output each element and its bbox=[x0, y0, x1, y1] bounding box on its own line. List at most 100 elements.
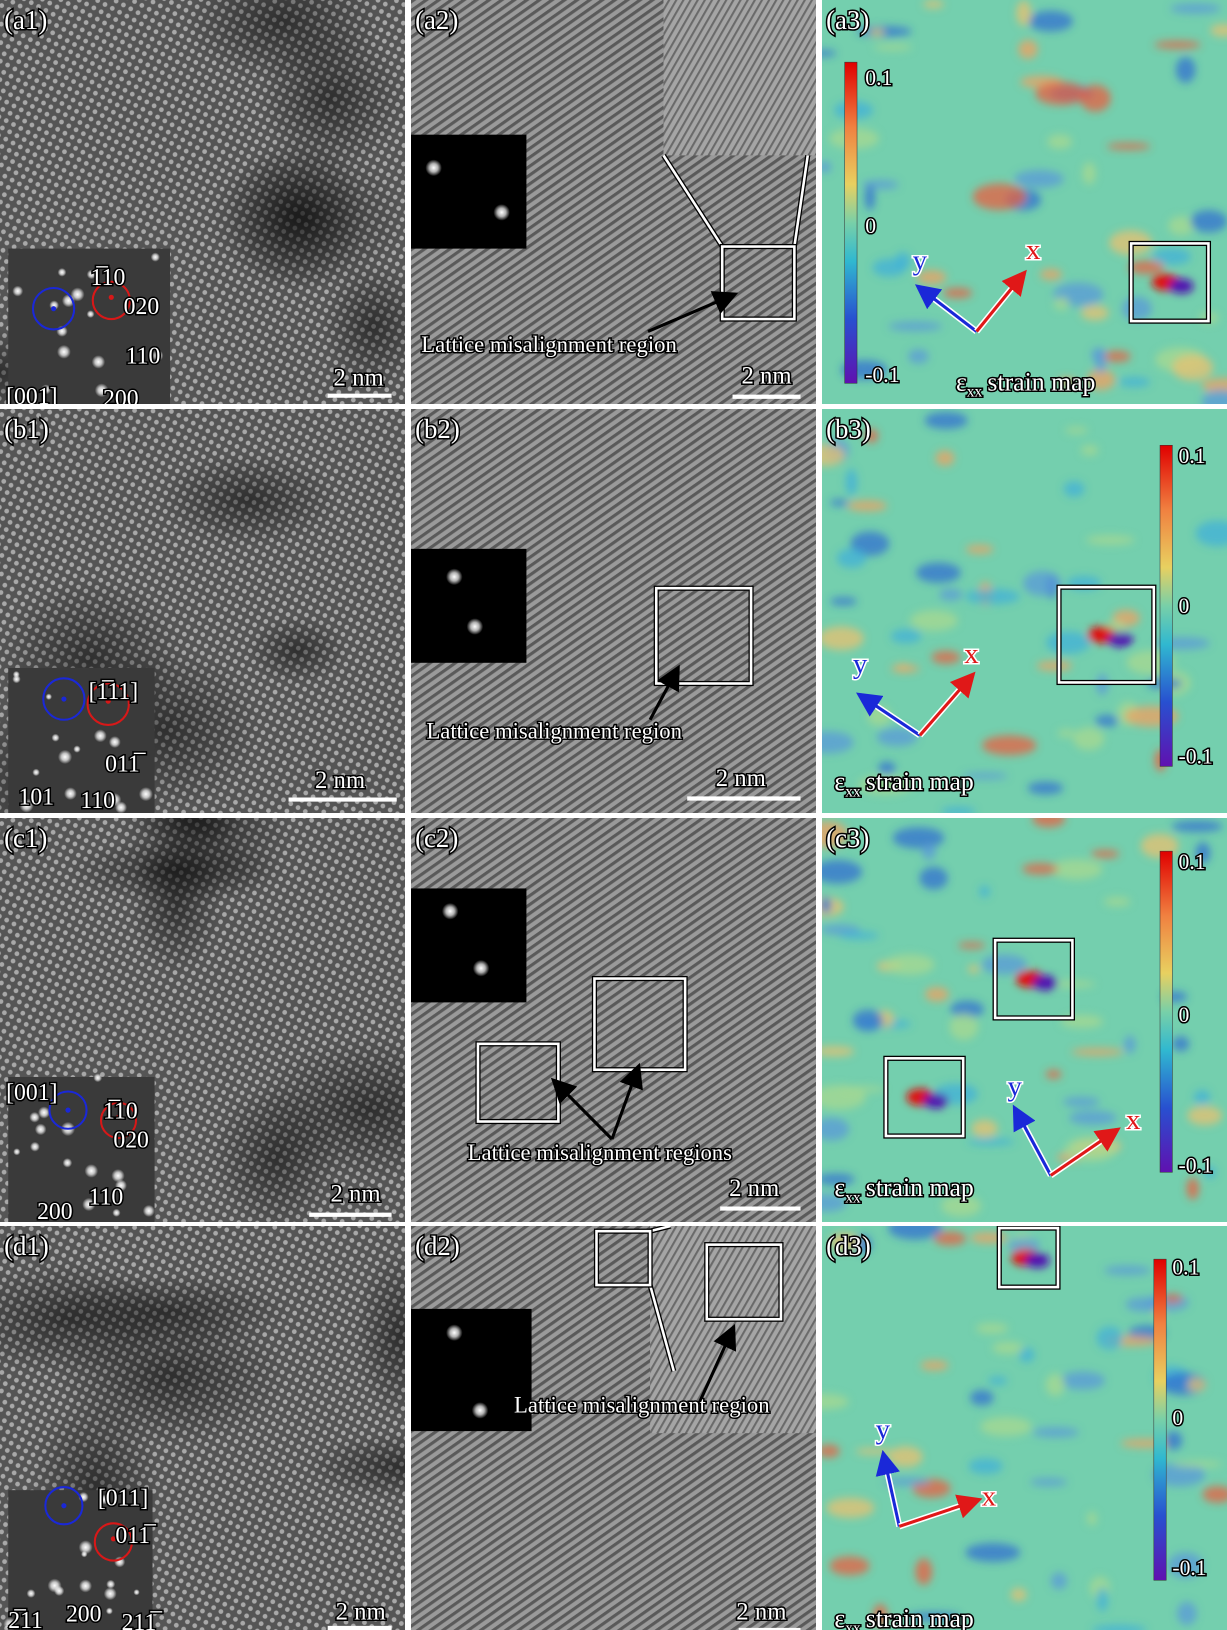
strain-blob bbox=[1187, 1378, 1206, 1392]
fft-spot bbox=[87, 310, 95, 318]
annotation: Lattice misalignment region bbox=[426, 718, 682, 743]
strain-blob bbox=[1027, 782, 1063, 795]
strain-blob bbox=[965, 1543, 1020, 1562]
fft-spot bbox=[57, 345, 71, 359]
strain-blob bbox=[1047, 134, 1072, 148]
fft-mask-inset bbox=[411, 549, 526, 663]
strain-blob bbox=[1054, 297, 1070, 310]
caption-symbol: ε bbox=[956, 367, 967, 396]
panel: Lattice misalignment region(a2)2 nm bbox=[411, 0, 816, 404]
strain-blob bbox=[949, 1014, 978, 1040]
contrast-shade bbox=[159, 453, 337, 546]
strain-blob bbox=[922, 845, 937, 860]
strain-blob bbox=[1124, 1036, 1136, 1054]
panel: Lattice misalignment region(d2)2 nm bbox=[411, 1226, 816, 1630]
mask-spot bbox=[446, 569, 462, 586]
strain-blob bbox=[1016, 1, 1031, 26]
fft-spot bbox=[63, 1158, 73, 1168]
strain-blob bbox=[979, 886, 990, 897]
strain-blob bbox=[1165, 1431, 1182, 1450]
colorbar-tick-label: -0.1 bbox=[1179, 1153, 1213, 1177]
fft-label: 2̅11 bbox=[8, 1608, 43, 1630]
fft-label: 110 bbox=[126, 344, 161, 370]
strain-blob bbox=[1141, 834, 1179, 858]
panel-label: (b1) bbox=[4, 414, 49, 444]
fft-spot bbox=[104, 1587, 117, 1600]
fft-center bbox=[65, 1108, 70, 1113]
strain-blob bbox=[865, 185, 875, 210]
strain-blob bbox=[1051, 1573, 1068, 1589]
panel-label: (a1) bbox=[4, 5, 47, 35]
panel-label: (c1) bbox=[4, 823, 47, 853]
contrast-shade bbox=[55, 1306, 287, 1446]
fft-spot bbox=[13, 671, 20, 678]
strain-blob bbox=[1046, 631, 1090, 653]
caption-text: strain map bbox=[866, 1173, 974, 1202]
colorbar-tick-label: 0.1 bbox=[1172, 1256, 1199, 1280]
strain-blob bbox=[1022, 863, 1059, 874]
axis-label: x bbox=[964, 638, 979, 670]
strain-blob bbox=[1169, 279, 1194, 294]
caption-text: strain map bbox=[866, 1604, 974, 1630]
panel-label: (a3) bbox=[826, 5, 869, 35]
fft-label: 211̅ bbox=[122, 1610, 163, 1630]
strain-blob bbox=[920, 1361, 949, 1371]
strain-blob bbox=[916, 563, 961, 583]
fft-spot bbox=[48, 1579, 62, 1593]
strain-blob bbox=[1057, 730, 1075, 738]
caption-symbol: ε bbox=[834, 1604, 845, 1630]
strain-blob bbox=[1071, 1048, 1124, 1055]
strain-blob bbox=[1073, 727, 1104, 750]
axis-label: x bbox=[1126, 1104, 1141, 1136]
strain-blob bbox=[931, 651, 960, 664]
fft-spot bbox=[35, 1124, 47, 1136]
strain-blob bbox=[1018, 40, 1038, 59]
strain-blob bbox=[1063, 481, 1084, 496]
panel-label: (c3) bbox=[826, 823, 869, 853]
fft-spot bbox=[115, 801, 127, 813]
strain-blob bbox=[976, 1323, 1009, 1334]
scale-bar-label: 2 nm bbox=[334, 364, 384, 391]
strain-blob bbox=[992, 1342, 1024, 1354]
strain-blob bbox=[1040, 269, 1062, 280]
strain-blob bbox=[839, 1086, 886, 1092]
caption-subscript: xx bbox=[967, 384, 983, 401]
colorbar bbox=[1160, 445, 1172, 766]
strain-blob bbox=[1168, 216, 1194, 235]
strain-blob bbox=[1091, 348, 1107, 361]
strain-blob bbox=[935, 450, 955, 465]
colorbar bbox=[1154, 1259, 1166, 1580]
fft-spot bbox=[13, 1148, 20, 1155]
strain-blob bbox=[853, 1010, 884, 1032]
mask-spot bbox=[473, 960, 489, 977]
colorbar-tick-label: 0 bbox=[1179, 594, 1190, 618]
fft-spot bbox=[46, 693, 52, 699]
panel: 1̅10020110[001]200(a1)2 nm bbox=[0, 0, 405, 404]
strain-blob bbox=[1010, 1588, 1026, 1601]
strain-blob bbox=[1172, 355, 1213, 381]
strain-blob bbox=[890, 665, 920, 672]
annotation: Lattice misalignment regions bbox=[468, 1140, 732, 1165]
strain-blob bbox=[1172, 1461, 1222, 1468]
caption-subscript: xx bbox=[845, 783, 861, 800]
magnified-region bbox=[663, 0, 816, 155]
panel: 0.10-0.1yxεxxstrain map(a3) bbox=[822, 0, 1227, 404]
colorbar-tick-label: 0 bbox=[865, 214, 876, 238]
fft-label: 200 bbox=[37, 1199, 73, 1222]
scale-bar-label: 2 nm bbox=[336, 1599, 386, 1626]
strain-blob bbox=[829, 1556, 869, 1575]
caption-text: strain map bbox=[987, 367, 1095, 396]
contrast-shade bbox=[248, 617, 347, 685]
strain-blob bbox=[1030, 1478, 1068, 1486]
fft-spot bbox=[143, 1205, 155, 1217]
strain-blob bbox=[1104, 1266, 1152, 1275]
colorbar bbox=[845, 62, 857, 383]
strain-blob bbox=[1154, 41, 1201, 49]
strain-blob bbox=[1177, 1602, 1197, 1625]
fft-spot bbox=[73, 745, 80, 752]
strain-blob bbox=[826, 1498, 874, 1518]
strain-blob bbox=[1063, 1097, 1100, 1107]
fft-label: [011] bbox=[98, 1486, 148, 1512]
fft-spot bbox=[29, 1112, 40, 1123]
